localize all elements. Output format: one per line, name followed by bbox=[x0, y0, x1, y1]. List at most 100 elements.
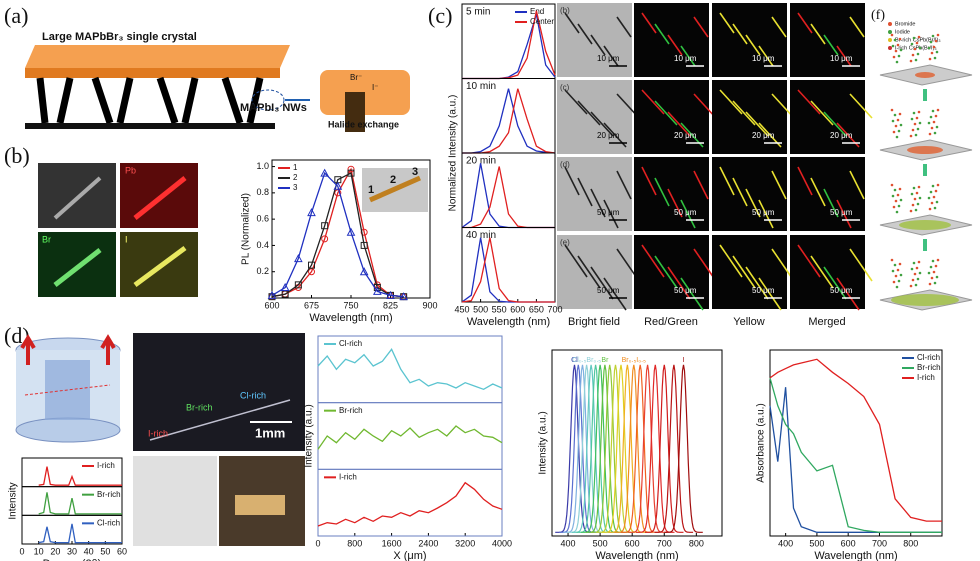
scale-label: 10 μm bbox=[674, 54, 697, 63]
inset-label: 2 bbox=[390, 174, 396, 186]
particle bbox=[915, 41, 919, 45]
series-line bbox=[38, 492, 122, 515]
particle bbox=[909, 209, 913, 213]
x-tick-label: 40 bbox=[84, 546, 94, 556]
marker bbox=[267, 290, 277, 299]
y-axis-label: Intensity (a.u.) bbox=[304, 404, 315, 467]
legend-label: 1 bbox=[293, 163, 298, 172]
y-tick-label: 1.0 bbox=[256, 161, 269, 171]
annotation: Br₀.₅I₀.₅ bbox=[622, 357, 646, 364]
particle bbox=[892, 130, 896, 134]
scale-label: 50 μm bbox=[752, 208, 775, 217]
plot-frame bbox=[769, 349, 943, 537]
particle bbox=[898, 112, 902, 116]
particle bbox=[890, 33, 894, 37]
micro-wire bbox=[641, 89, 665, 115]
y-axis-label: Absorbance (a.u.) bbox=[756, 403, 767, 483]
marker bbox=[321, 235, 329, 243]
particle bbox=[896, 268, 900, 272]
particle bbox=[915, 266, 919, 270]
substrate bbox=[25, 123, 275, 129]
sem-wire bbox=[53, 176, 102, 220]
micro-wire bbox=[745, 188, 761, 218]
micro-wire bbox=[680, 199, 696, 229]
legend-label: Cl-rich bbox=[97, 518, 120, 527]
micro-wire bbox=[654, 177, 670, 207]
column-label: Merged bbox=[808, 316, 845, 328]
particle bbox=[917, 35, 921, 39]
legend-dot bbox=[888, 30, 892, 34]
row-label: (d) bbox=[560, 160, 570, 169]
particle bbox=[915, 191, 919, 195]
scale-label: 50 μm bbox=[674, 208, 697, 217]
particle bbox=[893, 113, 897, 117]
particle bbox=[912, 261, 916, 265]
micro-wire bbox=[719, 244, 743, 278]
scale-label: 50 μm bbox=[674, 286, 697, 295]
particle bbox=[934, 189, 938, 193]
micro-wire bbox=[823, 188, 839, 218]
micro-wire bbox=[732, 255, 756, 289]
crystal-top bbox=[25, 45, 290, 68]
photo bbox=[133, 333, 305, 451]
photo bbox=[133, 456, 217, 546]
micro-wire bbox=[797, 89, 821, 115]
particle bbox=[931, 259, 935, 263]
x-tick-label: 800 bbox=[347, 538, 362, 548]
marker bbox=[333, 181, 343, 190]
x-tick-label: 750 bbox=[343, 300, 358, 310]
particle bbox=[928, 282, 932, 286]
panel-label: (f) bbox=[871, 8, 885, 23]
series-line bbox=[317, 481, 503, 527]
particle bbox=[914, 208, 918, 212]
x-tick-label: 2400 bbox=[418, 538, 438, 548]
particle bbox=[917, 260, 921, 264]
x-tick-label: 3200 bbox=[455, 538, 475, 548]
series-line bbox=[462, 166, 555, 229]
particle bbox=[897, 279, 901, 283]
micrograph bbox=[557, 157, 632, 231]
micro-wire bbox=[564, 12, 580, 34]
micro-wire bbox=[771, 170, 787, 200]
particle bbox=[895, 60, 899, 64]
particle bbox=[932, 120, 936, 124]
series-line bbox=[317, 348, 503, 391]
micro-wire bbox=[758, 277, 782, 311]
x-tick-label: 550 bbox=[492, 304, 507, 314]
micro-wire bbox=[745, 266, 769, 300]
micro-wire bbox=[641, 12, 657, 34]
particle bbox=[910, 42, 914, 46]
particle bbox=[899, 48, 903, 52]
scan-line bbox=[24, 384, 111, 396]
particle bbox=[909, 284, 913, 288]
scale-label: 10 μm bbox=[830, 54, 853, 63]
micro-wire bbox=[641, 244, 665, 278]
particle bbox=[909, 59, 913, 63]
legend-label: 3 bbox=[293, 183, 298, 192]
series-line bbox=[769, 377, 942, 533]
micro-wire bbox=[836, 277, 860, 311]
x-tick-label: 600 bbox=[841, 538, 856, 548]
particle bbox=[927, 121, 931, 125]
particle bbox=[930, 276, 934, 280]
micro-wire bbox=[680, 277, 704, 311]
particle bbox=[936, 108, 940, 112]
particle bbox=[893, 188, 897, 192]
micro-wire bbox=[836, 45, 852, 67]
x-tick-label: 800 bbox=[689, 538, 704, 548]
series-line bbox=[769, 358, 942, 522]
nanowires bbox=[36, 76, 264, 125]
particle bbox=[911, 203, 915, 207]
annotation: Cl bbox=[571, 357, 578, 364]
particle bbox=[929, 115, 933, 119]
micro-wire bbox=[732, 23, 748, 45]
map-wire bbox=[133, 245, 187, 288]
panel-title: 5 min bbox=[466, 7, 490, 18]
marker bbox=[293, 254, 303, 263]
micro-wire bbox=[849, 248, 873, 282]
inset-label: 1 bbox=[368, 184, 374, 196]
legend-label: Br-rich CsPb(Br/I)₃ bbox=[895, 37, 941, 43]
particle bbox=[914, 133, 918, 137]
micro-wire bbox=[603, 199, 619, 229]
micro-wire bbox=[797, 244, 821, 278]
